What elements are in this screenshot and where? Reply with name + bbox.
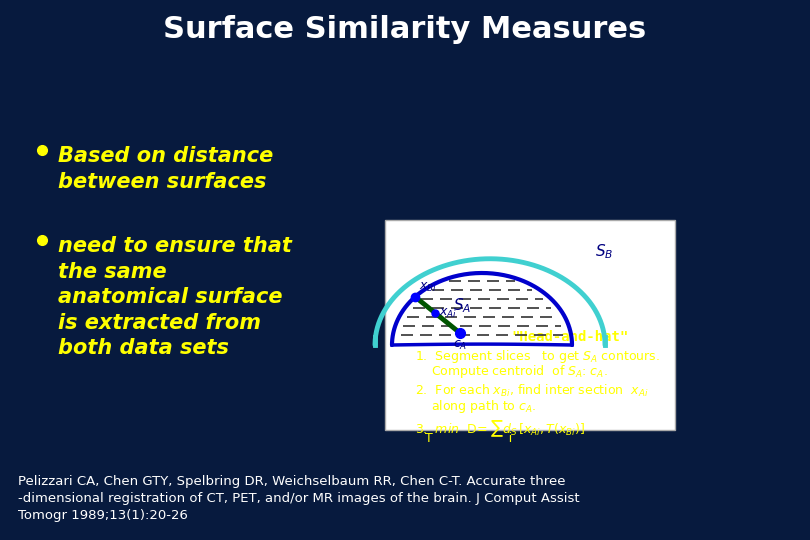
Text: 1.  Segment slices   to get $S_A$ contours.: 1. Segment slices to get $S_A$ contours. <box>415 348 660 365</box>
Text: 2.  For each $x_{Bi}$, find inter section  $x_{Ai}$: 2. For each $x_{Bi}$, find inter section… <box>415 383 649 399</box>
Text: along path to $c_A$.: along path to $c_A$. <box>431 398 536 415</box>
FancyBboxPatch shape <box>385 220 675 430</box>
Text: $S_A$: $S_A$ <box>453 296 471 315</box>
Text: T                   i: T i <box>425 432 512 445</box>
Text: Pelizzari CA, Chen GTY, Spelbring DR, Weichselbaum RR, Chen C-T. Accurate three
: Pelizzari CA, Chen GTY, Spelbring DR, We… <box>18 475 580 522</box>
Text: Compute centroid  of $S_A$: $c_A$.: Compute centroid of $S_A$: $c_A$. <box>431 363 608 380</box>
Text: "Head-and-hat": "Head-and-hat" <box>511 330 629 344</box>
Text: $S_B$: $S_B$ <box>595 242 613 261</box>
Text: need to ensure that
the same
anatomical surface
is extracted from
both data sets: need to ensure that the same anatomical … <box>58 236 292 359</box>
Text: $x_{Bi}$: $x_{Bi}$ <box>419 281 437 294</box>
Text: $x_{Ai}$: $x_{Ai}$ <box>439 307 458 320</box>
Text: 3.  $\mathit{min}$  D= $\sum d_S\,[x_{Ai},T(x_{Bi})]$: 3. $\mathit{min}$ D= $\sum d_S\,[x_{Ai},… <box>415 418 585 438</box>
Text: $c_A$: $c_A$ <box>453 339 467 352</box>
Text: Surface Similarity Measures: Surface Similarity Measures <box>164 16 646 44</box>
Text: Based on distance
between surfaces: Based on distance between surfaces <box>58 146 273 192</box>
